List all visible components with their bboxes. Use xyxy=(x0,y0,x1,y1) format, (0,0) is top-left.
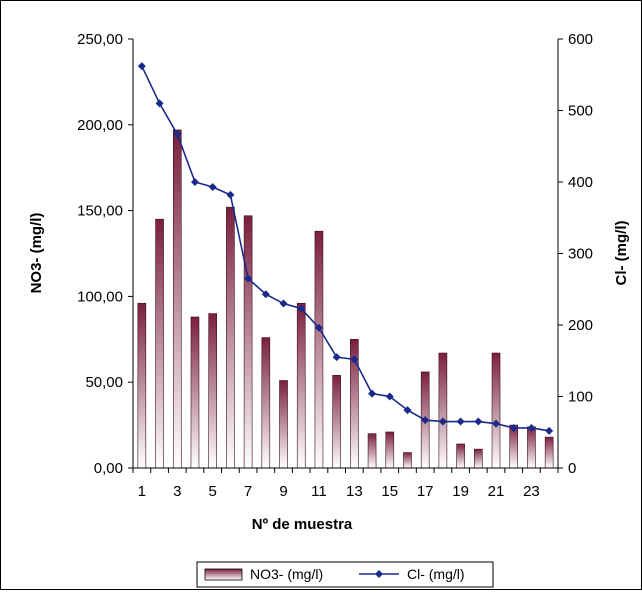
bar-no3-11 xyxy=(314,230,324,469)
y-left-tick-label: 200,00 xyxy=(77,117,123,134)
x-tick-label: 5 xyxy=(209,483,217,500)
bar-no3-15 xyxy=(385,431,395,469)
point-cl-17 xyxy=(421,416,430,425)
y-right-tick-label: 500 xyxy=(568,103,593,120)
line-series-cl xyxy=(137,62,554,435)
axes xyxy=(128,38,563,473)
y-left-tick-label: 150,00 xyxy=(77,203,123,220)
x-tick-label: 17 xyxy=(417,483,434,500)
x-tick-label: 23 xyxy=(523,483,540,500)
bar-no3-8 xyxy=(261,337,271,469)
y-left-tick-label: 0,00 xyxy=(94,460,123,477)
point-cl-18 xyxy=(438,417,447,426)
x-tick-label: 3 xyxy=(173,483,181,500)
x-tick-label: 1 xyxy=(138,483,146,500)
y-left-tick-label: 250,00 xyxy=(77,31,123,48)
bar-no3-7 xyxy=(243,215,253,469)
y-axis-left-title: NO3- (mg/l) xyxy=(28,213,45,294)
point-cl-14 xyxy=(368,389,377,398)
x-tick-label: 11 xyxy=(311,483,327,500)
bar-no3-16 xyxy=(403,452,412,469)
bar-no3-14 xyxy=(367,433,377,469)
point-cl-7 xyxy=(244,274,253,283)
bar-no3-1 xyxy=(137,302,147,469)
legend-swatch-no3 xyxy=(204,568,243,581)
bar-no3-6 xyxy=(226,206,235,469)
tick-labels: 0,00 50,00 100,00 150,00 200,00 250,00 0 100 200… xyxy=(77,31,593,500)
x-tick-label: 19 xyxy=(452,483,469,500)
y-right-tick-label: 400 xyxy=(568,174,593,191)
point-cl-8 xyxy=(261,290,270,299)
point-cl-20 xyxy=(474,417,483,426)
bar-no3-19 xyxy=(456,443,465,469)
legend-label-no3: NO3- (mg/l) xyxy=(250,566,323,582)
point-cl-1 xyxy=(137,62,146,71)
x-tick-label: 13 xyxy=(346,483,363,500)
point-cl-22 xyxy=(509,423,518,432)
y-right-tick-label: 200 xyxy=(568,317,593,334)
point-cl-10 xyxy=(297,304,306,313)
bar-no3-24 xyxy=(544,436,554,469)
point-cl-23 xyxy=(527,423,536,432)
line-cl xyxy=(141,65,550,432)
point-cl-13 xyxy=(350,355,359,364)
y-right-tick-label: 300 xyxy=(568,246,593,263)
x-tick-label: 7 xyxy=(244,483,252,500)
point-cl-16 xyxy=(403,406,412,415)
point-cl-21 xyxy=(492,419,501,428)
bar-no3-23 xyxy=(527,426,536,469)
point-cl-6 xyxy=(226,190,235,199)
point-cl-19 xyxy=(456,417,465,426)
y-axis-right-title: Cl- (mg/l) xyxy=(613,221,630,286)
bar-no3-12 xyxy=(332,375,341,469)
x-tick-label: 15 xyxy=(381,483,398,500)
y-right-tick-label: 100 xyxy=(568,389,593,406)
point-cl-11 xyxy=(314,323,323,332)
point-cl-5 xyxy=(208,183,217,192)
x-tick-label: 9 xyxy=(279,483,287,500)
point-cl-24 xyxy=(545,426,554,435)
point-cl-9 xyxy=(279,299,288,308)
x-axis-title: Nº de muestra xyxy=(252,516,353,533)
bar-no3-4 xyxy=(190,316,200,469)
y-left-tick-label: 100,00 xyxy=(77,288,123,305)
point-cl-2 xyxy=(155,99,164,108)
legend-label-cl: Cl- (mg/l) xyxy=(407,566,465,582)
y-right-tick-label: 600 xyxy=(568,31,593,48)
bar-no3-18 xyxy=(438,352,448,469)
bar-series-no3 xyxy=(137,129,554,469)
bar-no3-21 xyxy=(491,352,501,469)
point-cl-12 xyxy=(332,353,341,362)
bar-no3-20 xyxy=(474,448,483,469)
bar-no3-2 xyxy=(155,218,164,469)
bar-no3-5 xyxy=(208,313,217,469)
legend-box xyxy=(196,561,494,588)
bar-no3-10 xyxy=(296,302,306,469)
point-cl-4 xyxy=(190,178,199,186)
bar-no3-3 xyxy=(172,129,182,469)
y-left-tick-label: 50,00 xyxy=(85,374,123,391)
x-tick-label: 21 xyxy=(488,483,505,500)
point-cl-15 xyxy=(385,392,394,401)
point-cl-3 xyxy=(173,130,182,139)
legend: NO3- (mg/l) Cl- (mg/l) xyxy=(196,561,494,588)
y-right-tick-label: 0 xyxy=(568,460,576,477)
bar-no3-9 xyxy=(279,380,288,469)
legend-marker-cl xyxy=(375,570,383,578)
